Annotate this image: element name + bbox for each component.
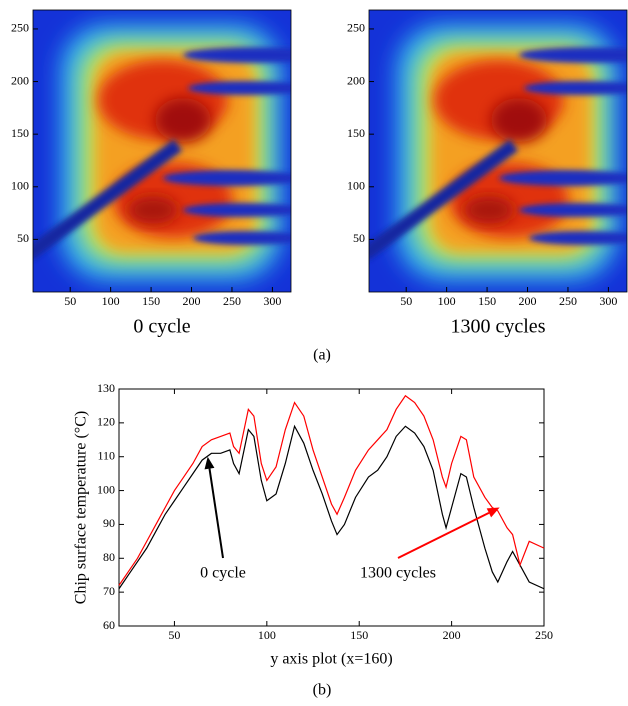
x-axis-label: y axis plot (x=160)	[270, 651, 392, 668]
arrow-head	[204, 456, 215, 470]
x-tick-label: 250	[223, 294, 241, 308]
y-tick-label: 100	[347, 179, 365, 193]
y-tick-label: 60	[103, 618, 115, 632]
x-tick-label: 50	[400, 294, 412, 308]
y-axis-label: Chip surface temperature (°C)	[73, 411, 90, 604]
caption-a: (a)	[313, 347, 331, 364]
y-tick-label: 250	[11, 21, 29, 35]
annotation-arrow	[397, 511, 490, 559]
y-tick-label: 110	[97, 448, 115, 462]
x-tick-label: 300	[263, 294, 281, 308]
frame	[368, 9, 628, 293]
x-tick-label: 200	[183, 294, 201, 308]
y-tick-label: 150	[11, 126, 29, 140]
y-tick-label: 200	[11, 73, 29, 87]
x-tick-label: 100	[438, 294, 456, 308]
y-tick-label: 70	[103, 584, 115, 598]
arrow-head	[486, 507, 500, 518]
y-tick-label: 150	[347, 126, 365, 140]
y-tick-label: 120	[97, 415, 115, 429]
x-tick-label: 100	[102, 294, 120, 308]
x-tick-label: 100	[258, 628, 276, 642]
x-tick-label: 150	[478, 294, 496, 308]
x-tick-label: 200	[519, 294, 537, 308]
y-tick-label: 250	[347, 21, 365, 35]
x-tick-label: 150	[350, 628, 368, 642]
y-tick-label: 80	[103, 550, 115, 564]
x-tick-label: 300	[599, 294, 617, 308]
frame	[32, 9, 292, 293]
annotation: 0 cycle	[200, 565, 246, 582]
line-series	[118, 424, 545, 590]
line-series	[118, 394, 545, 586]
thermal-image	[28, 10, 323, 292]
x-tick-label: 250	[559, 294, 577, 308]
x-tick-label: 250	[535, 628, 553, 642]
caption-b: (b)	[313, 682, 332, 699]
thermal-image	[364, 10, 628, 292]
annotation-arrow	[208, 468, 224, 559]
y-tick-label: 130	[97, 381, 115, 395]
y-tick-label: 50	[353, 231, 365, 245]
y-tick-label: 100	[97, 482, 115, 496]
y-tick-label: 50	[17, 231, 29, 245]
y-tick-label: 90	[103, 516, 115, 530]
y-tick-label: 100	[11, 179, 29, 193]
x-tick-label: 150	[142, 294, 160, 308]
x-tick-label: 50	[64, 294, 76, 308]
y-tick-label: 200	[347, 73, 365, 87]
x-tick-label: 50	[168, 628, 180, 642]
annotation: 1300 cycles	[360, 565, 436, 582]
frame	[118, 388, 545, 627]
x-tick-label: 200	[443, 628, 461, 642]
panel-label: 0 cycle	[133, 316, 190, 338]
panel-label: 1300 cycles	[451, 316, 546, 338]
